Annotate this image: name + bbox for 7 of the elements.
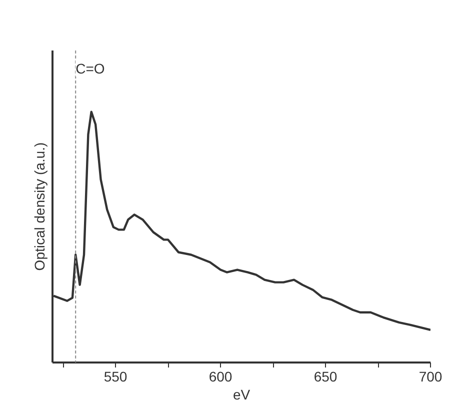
ref-line-label: C=O [76, 60, 105, 76]
x-axis-title: eV [232, 386, 251, 402]
y-axis-title: Optical density (a.u.) [32, 142, 48, 271]
x-tick-label: 700 [418, 368, 442, 384]
x-tick-label: 600 [208, 368, 232, 384]
x-tick-label: 650 [314, 368, 338, 384]
x-tick-label: 550 [104, 368, 128, 384]
